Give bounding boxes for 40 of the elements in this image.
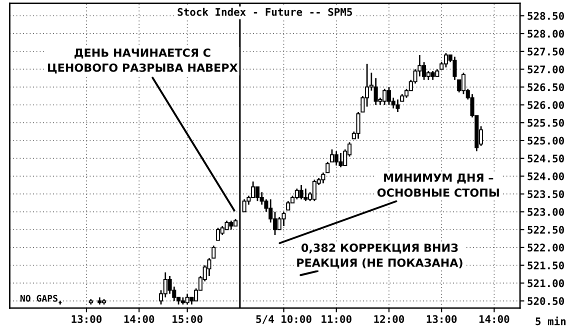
candlestick [282, 211, 286, 227]
x-tick-label: 11:00 [322, 315, 352, 324]
y-tick-label: 523.00 [528, 208, 564, 216]
text: 5 min [536, 316, 566, 326]
candlestick [185, 293, 190, 306]
candlestick [338, 152, 343, 168]
y-tick-label: 522.50 [528, 226, 564, 234]
y-tick-label: 528.50 [528, 12, 564, 20]
y-tick-label: 523.50 [528, 190, 564, 198]
candlestick [216, 227, 220, 242]
candlestick [299, 184, 304, 200]
x-tick-label: 5/4 10:00 [256, 315, 312, 324]
y-tick-label: 522.00 [528, 244, 564, 252]
x-tick-label: 14:00 [124, 315, 154, 324]
y-tick-label: 526.00 [528, 101, 564, 109]
x-tick-label: 12:00 [374, 315, 404, 324]
y-tick-label: 525.00 [528, 136, 564, 145]
y-tick-label: 524.00 [528, 172, 564, 180]
candlestick [396, 98, 400, 113]
x-tick-label: 15:00 [172, 315, 202, 324]
y-tick-label: 521.00 [528, 279, 564, 288]
x-tick-label: 13:00 [72, 315, 102, 324]
y-tick-label: 521.50 [528, 261, 564, 270]
y-tick-label: 528.00 [528, 30, 564, 38]
annotation: ДЕНЬ НАЧИНАЕТСЯ С ЦЕНОВОГО РАЗРЫВА НАВЕРХ [48, 48, 238, 74]
annotation: 0,382 КОРРЕКЦИЯ ВНИЗ РЕАКЦИЯ (НЕ ПОКАЗАНА) [297, 244, 462, 269]
annotation: МИНИМУМ ДНЯ – ОСНОВНЫЕ СТОПЫ [377, 174, 499, 197]
x-tick-label: 13:00 [426, 315, 457, 324]
candlestick [304, 188, 308, 202]
y-tick-label: 526.50 [528, 83, 564, 92]
y-tick-label: 527.50 [528, 48, 564, 56]
chart-title: Stock Index - Future -- SPM5 [178, 8, 352, 16]
candlestick [242, 198, 246, 212]
x-tick-label: 14:00 [479, 315, 510, 324]
y-tick-label: 520.50 [528, 297, 564, 306]
annotation: NO GAPS [20, 294, 58, 302]
y-tick-label: 527.00 [528, 65, 564, 74]
y-tick-label: 524.50 [528, 154, 564, 162]
candlestick [374, 77, 378, 106]
y-tick-label: 525.50 [528, 118, 564, 127]
